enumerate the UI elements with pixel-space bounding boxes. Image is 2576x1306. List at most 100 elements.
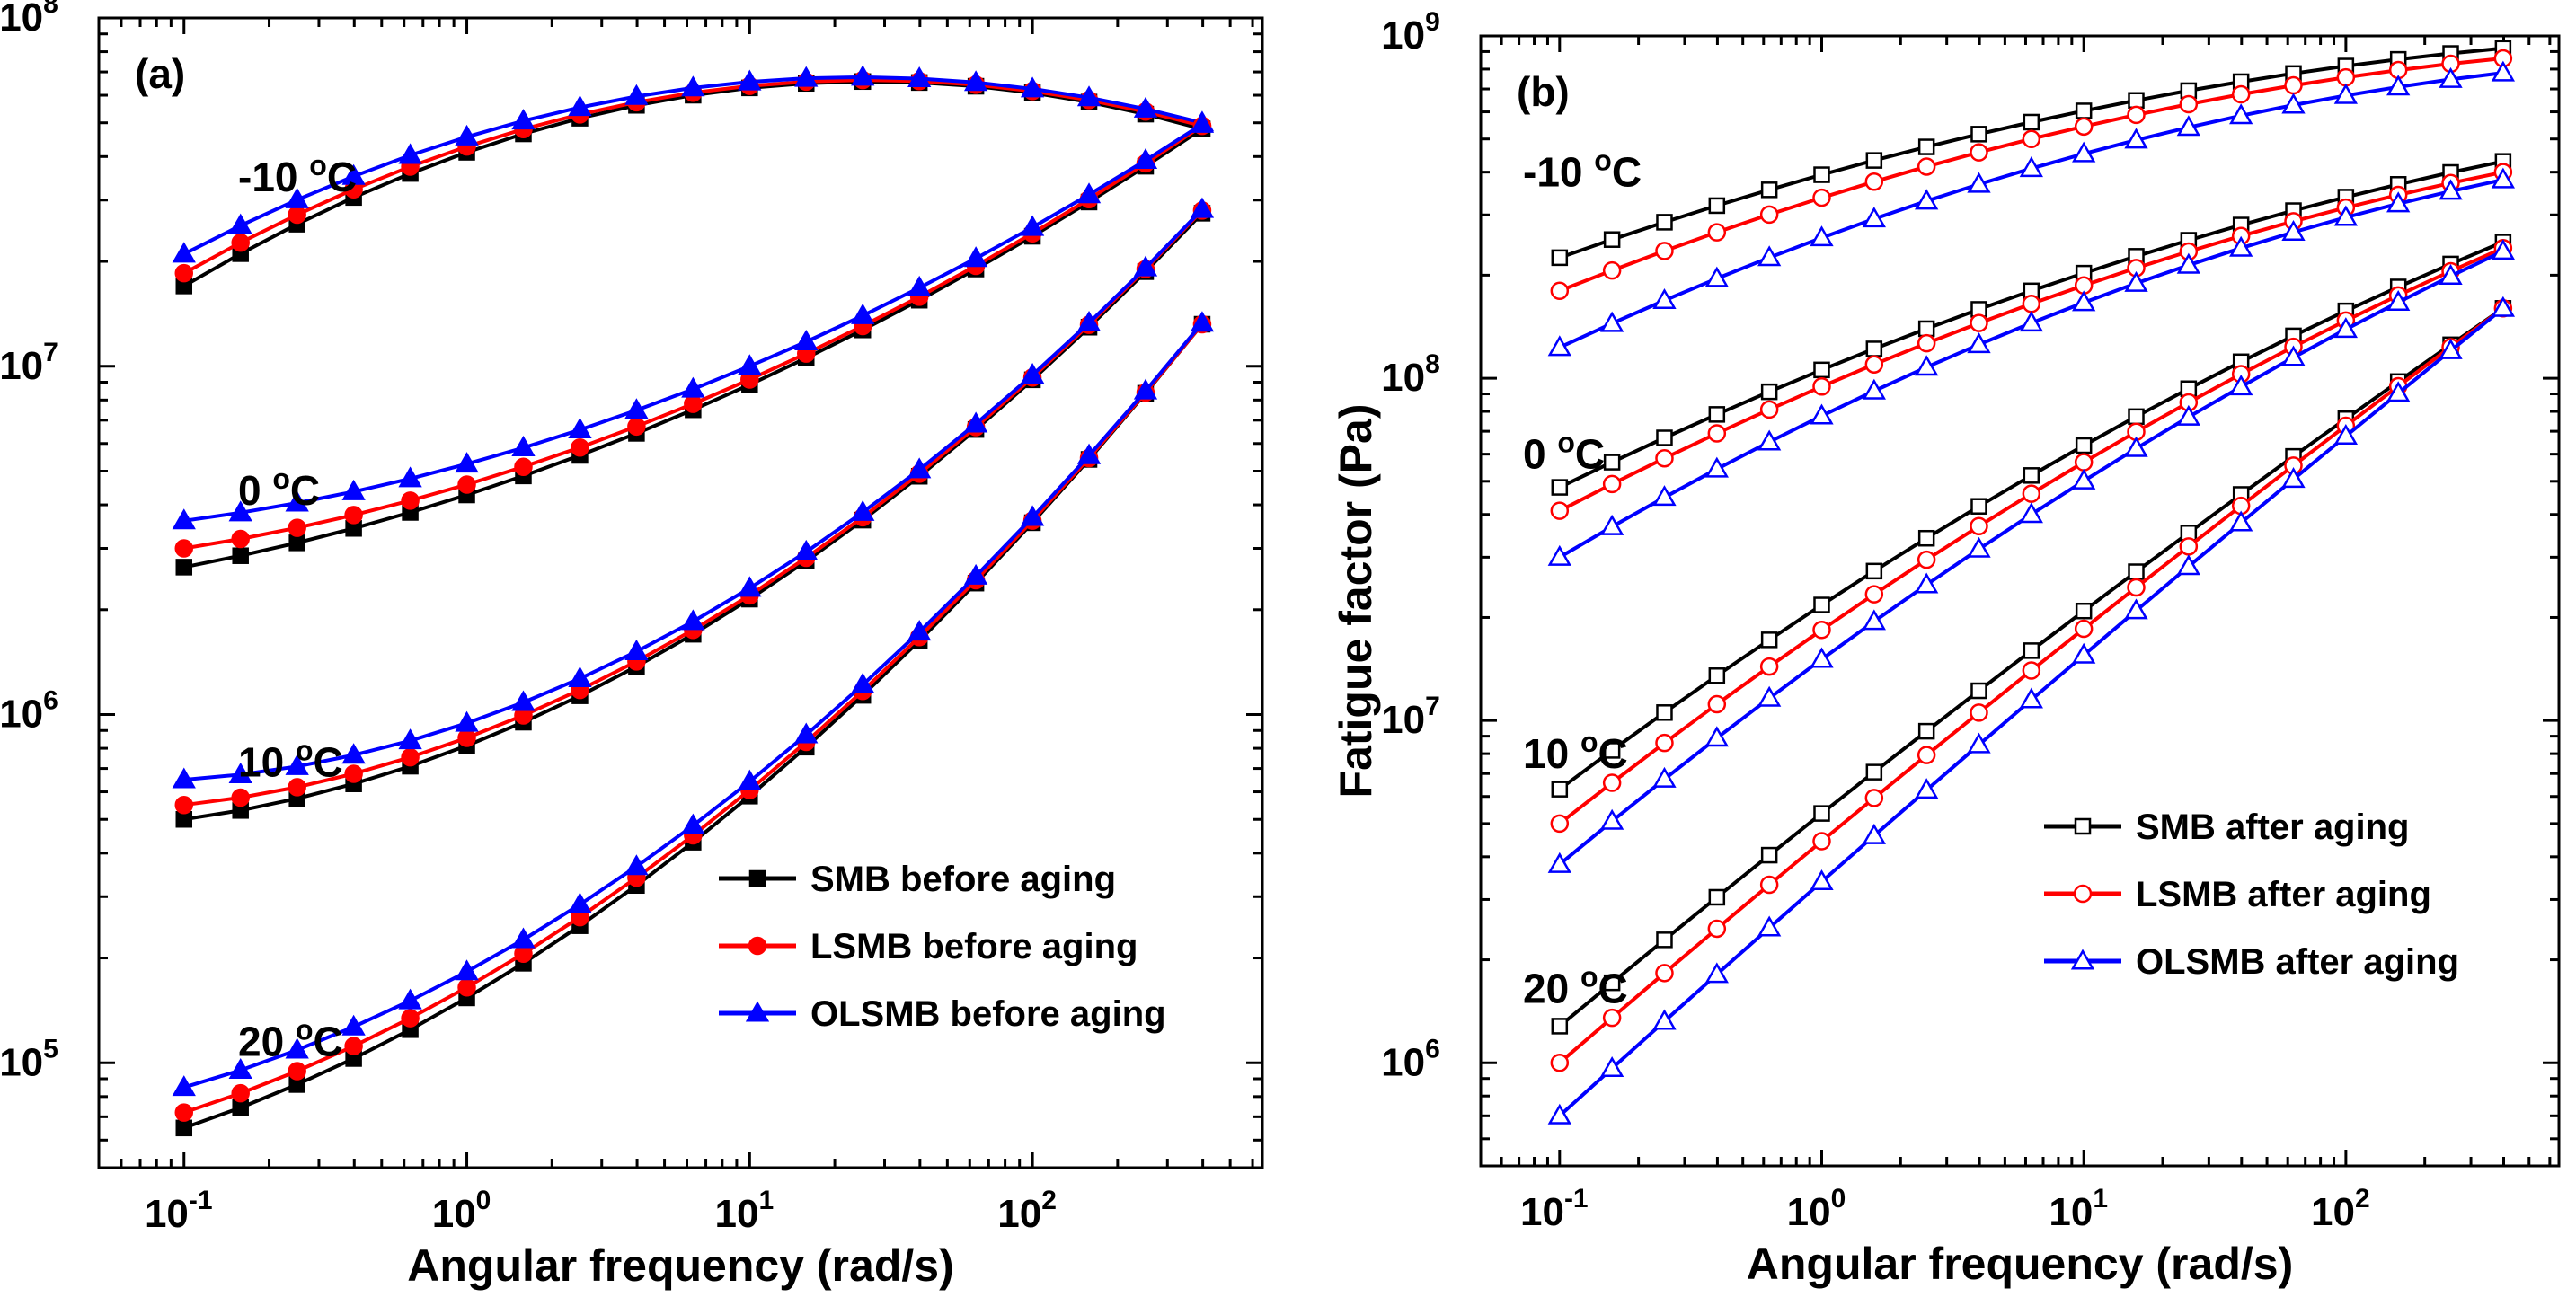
data-point-square xyxy=(1551,479,1569,496)
data-point-triangle xyxy=(2229,510,2253,532)
panel-label: (a) xyxy=(135,50,185,97)
data-point-circle xyxy=(2074,117,2094,137)
data-point-triangle xyxy=(1704,726,1729,747)
legend-label: SMB before aging xyxy=(810,860,1116,899)
data-point-triangle xyxy=(1076,311,1102,332)
data-point-circle xyxy=(1550,814,1570,834)
temperature-degree: o xyxy=(272,463,290,495)
series-line-circle xyxy=(183,209,1204,807)
x-tick-exp: -1 xyxy=(1564,1184,1589,1213)
data-point-circle xyxy=(344,764,363,783)
data-point-triangle xyxy=(2439,263,2463,285)
data-point-triangle xyxy=(1190,197,1215,218)
series-line-square xyxy=(1559,46,2504,260)
data-point-triangle xyxy=(2386,75,2411,96)
y-axis-title: Fatigue factor (Pa) xyxy=(1331,404,1381,799)
data-point-triangle xyxy=(511,109,536,130)
data-point-triangle xyxy=(1915,572,1939,594)
x-tick-exp: 1 xyxy=(758,1186,774,1215)
data-point-triangle xyxy=(1076,443,1102,464)
series-line-triangle xyxy=(1558,306,2505,1117)
y-tick-exp: 6 xyxy=(43,686,58,716)
data-point-triangle xyxy=(1810,869,1834,891)
data-point-circle xyxy=(2284,75,2303,95)
data-point-triangle xyxy=(568,418,592,439)
y-tick-exp: 9 xyxy=(1425,7,1440,37)
data-point-triangle xyxy=(1915,189,1939,210)
x-tick-exp: 2 xyxy=(1041,1186,1057,1215)
data-point-triangle xyxy=(851,303,875,324)
data-point-triangle xyxy=(1652,1009,1677,1030)
data-point-circle xyxy=(2336,67,2356,87)
data-point-triangle xyxy=(963,70,988,92)
data-point-square xyxy=(1970,126,1987,143)
data-point-triangle xyxy=(2229,375,2253,396)
temperature-value: 10 xyxy=(238,739,296,786)
data-point-square xyxy=(2023,642,2040,659)
data-point-triangle xyxy=(2176,115,2200,137)
temperature-label: 20 oC xyxy=(238,1014,343,1065)
legend-marker-circle xyxy=(748,936,767,956)
data-point-square xyxy=(2128,92,2145,110)
data-point-triangle xyxy=(1810,403,1834,425)
data-point-triangle xyxy=(794,722,819,744)
data-point-square xyxy=(232,547,249,564)
data-point-triangle xyxy=(2281,467,2306,489)
data-point-circle xyxy=(1759,657,1779,676)
data-point-circle xyxy=(1970,313,1988,332)
data-point-triangle xyxy=(624,639,649,660)
data-point-triangle xyxy=(2176,252,2200,274)
y-tick-base: 10 xyxy=(1381,1040,1425,1084)
data-point-triangle xyxy=(1547,852,1571,873)
x-tick-base: 10 xyxy=(2049,1190,2093,1234)
temperature-degree: o xyxy=(296,1014,314,1046)
data-point-square xyxy=(1865,152,1883,169)
data-point-triangle xyxy=(2019,502,2043,524)
data-point-triangle xyxy=(1862,823,1886,844)
x-axis-title: Angular frequency (rad/s) xyxy=(1747,1239,2293,1289)
data-point-circle xyxy=(1917,550,1936,569)
data-point-square xyxy=(1865,763,1883,781)
data-point-circle xyxy=(1917,333,1936,353)
data-point-triangle xyxy=(1133,96,1158,118)
y-tick-label: 109 xyxy=(1381,7,1440,57)
data-point-circle xyxy=(174,1103,194,1122)
data-point-triangle xyxy=(2072,468,2096,490)
data-point-triangle xyxy=(398,728,422,750)
x-tick-base: 10 xyxy=(997,1192,1041,1236)
data-point-square xyxy=(1708,406,1726,423)
data-point-triangle xyxy=(794,539,819,560)
temperature-label: -10 oC xyxy=(238,149,357,200)
data-point-triangle xyxy=(285,187,309,208)
data-point-circle xyxy=(401,747,420,767)
data-point-circle xyxy=(231,788,250,807)
data-point-triangle xyxy=(228,762,252,783)
data-point-triangle xyxy=(2072,141,2096,163)
data-point-triangle xyxy=(2019,687,2043,709)
data-point-triangle xyxy=(1020,362,1045,384)
data-point-square xyxy=(288,534,305,552)
y-tick-exp: 7 xyxy=(1425,692,1440,721)
data-point-triangle xyxy=(794,329,819,350)
data-point-triangle xyxy=(2439,66,2463,88)
data-point-triangle xyxy=(455,710,479,732)
data-point-triangle xyxy=(1547,1103,1571,1125)
data-point-triangle xyxy=(1704,266,1729,287)
data-point-circle xyxy=(627,417,646,437)
data-point-triangle xyxy=(624,84,649,105)
data-point-circle xyxy=(231,529,250,549)
y-tick-base: 10 xyxy=(0,344,43,388)
data-point-triangle xyxy=(285,1037,309,1059)
data-point-circle xyxy=(1655,733,1674,753)
data-point-triangle xyxy=(681,376,705,398)
data-point-triangle xyxy=(2491,296,2516,317)
data-point-circle xyxy=(1602,773,1622,792)
y-tick-label: 106 xyxy=(1381,1034,1440,1084)
data-point-square xyxy=(2075,437,2093,454)
series-line-square xyxy=(183,212,1204,822)
data-point-triangle xyxy=(2229,235,2253,257)
y-tick-exp: 8 xyxy=(43,0,58,19)
data-point-triangle xyxy=(738,354,762,375)
y-tick-base: 10 xyxy=(1381,356,1425,400)
